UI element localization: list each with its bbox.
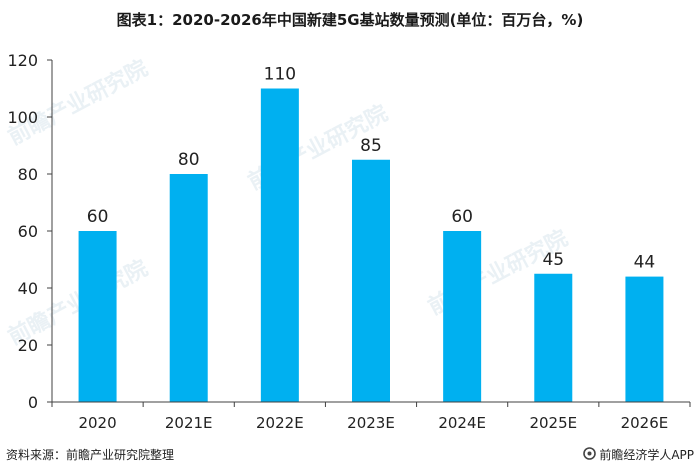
bar-value-label: 85 — [360, 136, 382, 156]
x-tick-label: 2024E — [438, 414, 486, 432]
bar — [260, 88, 299, 402]
bar-value-label: 45 — [542, 250, 564, 270]
bar-chart: 0 20 40 60 80 100 120 60 80 110 85 60 45 44 2020 2021… — [7, 51, 691, 432]
x-tick-label: 2020 — [78, 414, 116, 432]
y-axis: 0 20 40 60 80 100 120 — [7, 51, 53, 412]
bar — [78, 231, 117, 402]
x-tick-label: 2022E — [256, 414, 304, 432]
bar — [534, 273, 573, 402]
brand-footer: 前瞻经济学人APP — [583, 446, 694, 463]
y-tick-label: 0 — [28, 393, 38, 412]
bar-value-label: 44 — [634, 253, 656, 273]
brand-logo-icon — [583, 446, 597, 463]
bar-value-label: 80 — [178, 150, 200, 170]
x-axis: 2020 2021E 2022E 2023E 2024E 2025E 2026E — [51, 401, 691, 432]
bar — [169, 174, 208, 402]
x-tick-label: 2025E — [529, 414, 577, 432]
bar — [625, 276, 664, 402]
x-tick-label: 2026E — [621, 414, 669, 432]
x-tick-label: 2021E — [165, 414, 213, 432]
y-tick-label: 60 — [18, 222, 38, 241]
bar-value-label: 60 — [451, 207, 473, 227]
bar-value-label: 110 — [264, 65, 296, 85]
chart-title: 图表1：2020-2026年中国新建5G基站数量预测(单位：百万台，%) — [116, 11, 584, 29]
bar-value-label: 60 — [87, 207, 109, 227]
bar — [352, 159, 390, 402]
bar — [443, 231, 482, 402]
y-tick-label: 100 — [7, 108, 38, 127]
brand-name: 前瞻经济学人APP — [599, 448, 694, 462]
source-note: 资料来源：前瞻产业研究院整理 — [6, 448, 175, 462]
bars-group: 60 80 110 85 60 45 44 — [78, 65, 664, 402]
y-tick-label: 20 — [18, 336, 38, 355]
y-tick-label: 80 — [18, 165, 38, 184]
y-tick-label: 40 — [18, 279, 38, 298]
y-tick-label: 120 — [7, 51, 38, 70]
x-tick-label: 2023E — [347, 414, 395, 432]
